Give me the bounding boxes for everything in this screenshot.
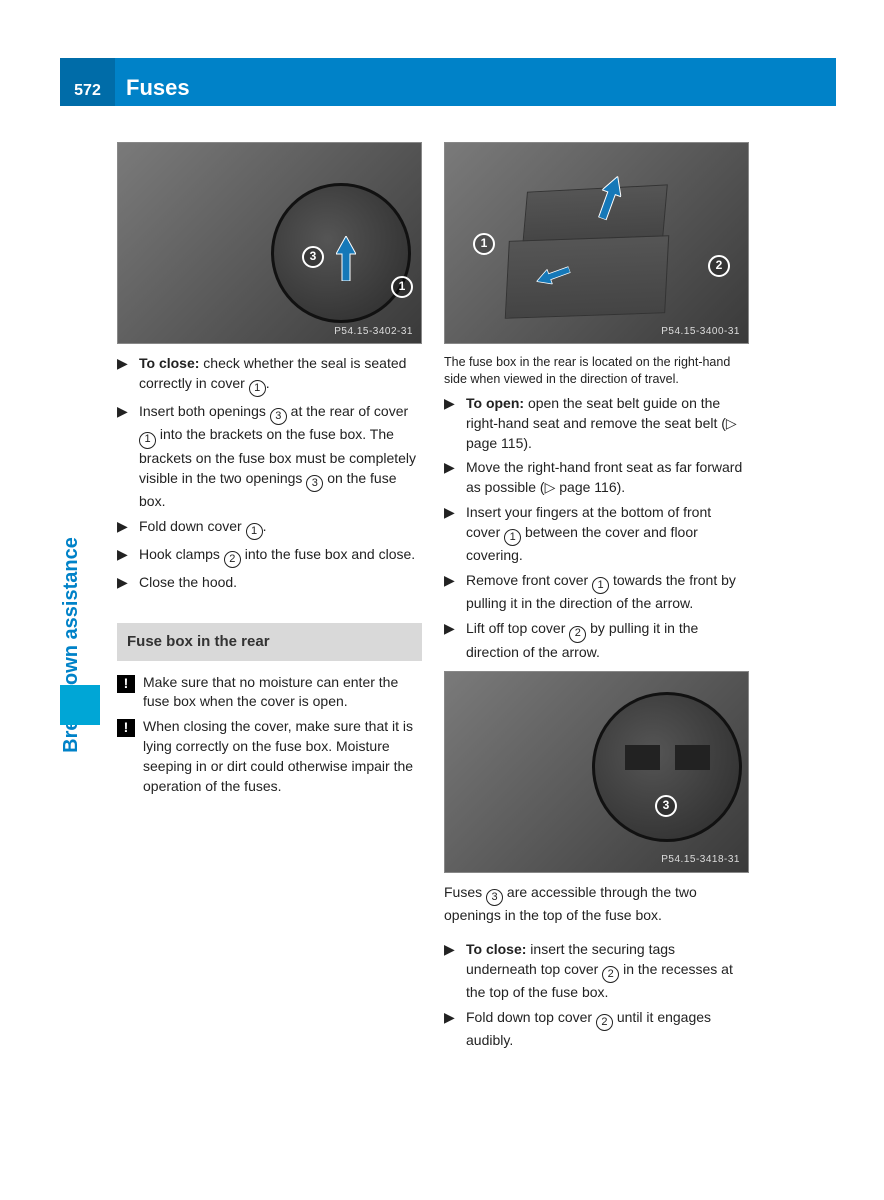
figure-caption: P54.15-3418-31: [661, 853, 740, 867]
section-header: Fuse box in the rear: [117, 623, 422, 660]
step-marker-icon: ▶: [117, 402, 131, 512]
figure-caption: P54.15-3400-31: [661, 325, 740, 339]
step-marker-icon: ▶: [117, 354, 131, 397]
step-item: ▶ Insert your fingers at the bottom of f…: [444, 503, 749, 566]
step-item: ▶ Lift off top cover 2 by pulling it in …: [444, 619, 749, 662]
figure-caption: P54.15-3402-31: [334, 325, 413, 339]
step-marker-icon: ▶: [444, 394, 458, 454]
circled-number: 2: [569, 626, 586, 643]
step-text: Move the right-hand front seat as far fo…: [466, 458, 749, 498]
figure-rear-fusebox: 3 P54.15-3418-31: [444, 671, 749, 873]
fusebox-opening: [625, 745, 660, 770]
side-tab-label: Breakdown assistance: [60, 630, 83, 670]
step-marker-icon: ▶: [117, 573, 131, 593]
text-part: Fuses: [444, 884, 486, 900]
circled-number: 2: [602, 966, 619, 983]
step-item: ▶ Insert both openings 3 at the rear of …: [117, 402, 422, 512]
step-bold: To close:: [139, 355, 199, 371]
figure-lens: 3: [592, 692, 742, 842]
figure-lens: 3 1: [271, 183, 411, 323]
step-marker-icon: ▶: [444, 940, 458, 1003]
step-text: Fold down top cover 2 until it engages a…: [466, 1008, 749, 1051]
step-item: ▶ Fold down cover 1.: [117, 517, 422, 540]
step-item: ▶ Fold down top cover 2 until it engages…: [444, 1008, 749, 1051]
circled-number: 3: [306, 475, 323, 492]
step-text: To close: insert the securing tags under…: [466, 940, 749, 1003]
step-part: Remove front cover: [466, 572, 592, 588]
left-column: 3 1 P54.15-3402-31 ▶ To close: check whe…: [117, 142, 422, 1056]
step-marker-icon: ▶: [444, 619, 458, 662]
seat-front-cover: [505, 235, 669, 319]
circled-number: 2: [596, 1014, 613, 1031]
warning-icon: !: [117, 675, 135, 693]
note-text: Make sure that no moisture can enter the…: [143, 673, 422, 713]
circled-number: 1: [504, 529, 521, 546]
step-text: Insert your fingers at the bottom of fro…: [466, 503, 749, 566]
page-number: 572: [74, 82, 101, 100]
step-item: ▶ Close the hood.: [117, 573, 422, 593]
fusebox-opening: [675, 745, 710, 770]
figure-caption-text: The fuse box in the rear is located on t…: [444, 354, 749, 388]
circled-number: 3: [270, 408, 287, 425]
step-text: Remove front cover 1 towards the front b…: [466, 571, 749, 614]
content-columns: 3 1 P54.15-3402-31 ▶ To close: check whe…: [117, 142, 834, 1056]
circled-number: 3: [486, 889, 503, 906]
step-part: into the fuse box and close.: [241, 546, 415, 562]
step-part: at the rear of cover: [287, 403, 408, 419]
circled-number: 1: [246, 523, 263, 540]
note-item: ! Make sure that no moisture can enter t…: [117, 673, 422, 713]
step-part: Lift off top cover: [466, 620, 569, 636]
warning-icon: !: [117, 719, 135, 737]
step-item: ▶ Move the right-hand front seat as far …: [444, 458, 749, 498]
circled-number: 1: [249, 380, 266, 397]
step-part: Hook clamps: [139, 546, 224, 562]
step-part: .: [266, 375, 270, 391]
step-item: ▶ To close: insert the securing tags und…: [444, 940, 749, 1003]
step-marker-icon: ▶: [444, 503, 458, 566]
note-text: When closing the cover, make sure that i…: [143, 717, 422, 797]
callout-3: 3: [655, 795, 677, 817]
step-part: Insert both openings: [139, 403, 270, 419]
right-column: 1 2 P54.15-3400-31 The fuse box in the r…: [444, 142, 749, 1056]
callout-3: 3: [302, 246, 324, 268]
step-part: Fold down top cover: [466, 1009, 596, 1025]
note-item: ! When closing the cover, make sure that…: [117, 717, 422, 797]
figure-engine-bay: 3 1 P54.15-3402-31: [117, 142, 422, 344]
step-marker-icon: ▶: [117, 545, 131, 568]
callout-1: 1: [473, 233, 495, 255]
step-marker-icon: ▶: [444, 1008, 458, 1051]
step-marker-icon: ▶: [117, 517, 131, 540]
header-title: Fuses: [126, 58, 190, 106]
step-text: Hook clamps 2 into the fuse box and clos…: [139, 545, 422, 568]
step-text: Lift off top cover 2 by pulling it in th…: [466, 619, 749, 662]
step-text: Fold down cover 1.: [139, 517, 422, 540]
page-number-box: 572: [60, 58, 115, 106]
circled-number: 1: [139, 432, 156, 449]
step-marker-icon: ▶: [444, 458, 458, 498]
step-item: ▶ To close: check whether the seal is se…: [117, 354, 422, 397]
side-tab: Breakdown assistance: [60, 460, 100, 725]
side-tab-box: [60, 685, 100, 725]
callout-2: 2: [708, 255, 730, 277]
step-text: To close: check whether the seal is seat…: [139, 354, 422, 397]
step-bold: To close:: [466, 941, 526, 957]
body-text: Fuses 3 are accessible through the two o…: [444, 883, 749, 926]
callout-1: 1: [391, 276, 413, 298]
circled-number: 2: [224, 551, 241, 568]
step-part: Fold down cover: [139, 518, 246, 534]
step-marker-icon: ▶: [444, 571, 458, 614]
step-item: ▶ Remove front cover 1 towards the front…: [444, 571, 749, 614]
step-text: Insert both openings 3 at the rear of co…: [139, 402, 422, 512]
step-part: .: [263, 518, 267, 534]
step-bold: To open:: [466, 395, 524, 411]
circled-number: 1: [592, 577, 609, 594]
step-text: To open: open the seat belt guide on the…: [466, 394, 749, 454]
arrow-up-icon: [336, 236, 356, 281]
figure-rear-seat: 1 2 P54.15-3400-31: [444, 142, 749, 344]
step-item: ▶ To open: open the seat belt guide on t…: [444, 394, 749, 454]
step-text: Close the hood.: [139, 573, 422, 593]
step-item: ▶ Hook clamps 2 into the fuse box and cl…: [117, 545, 422, 568]
